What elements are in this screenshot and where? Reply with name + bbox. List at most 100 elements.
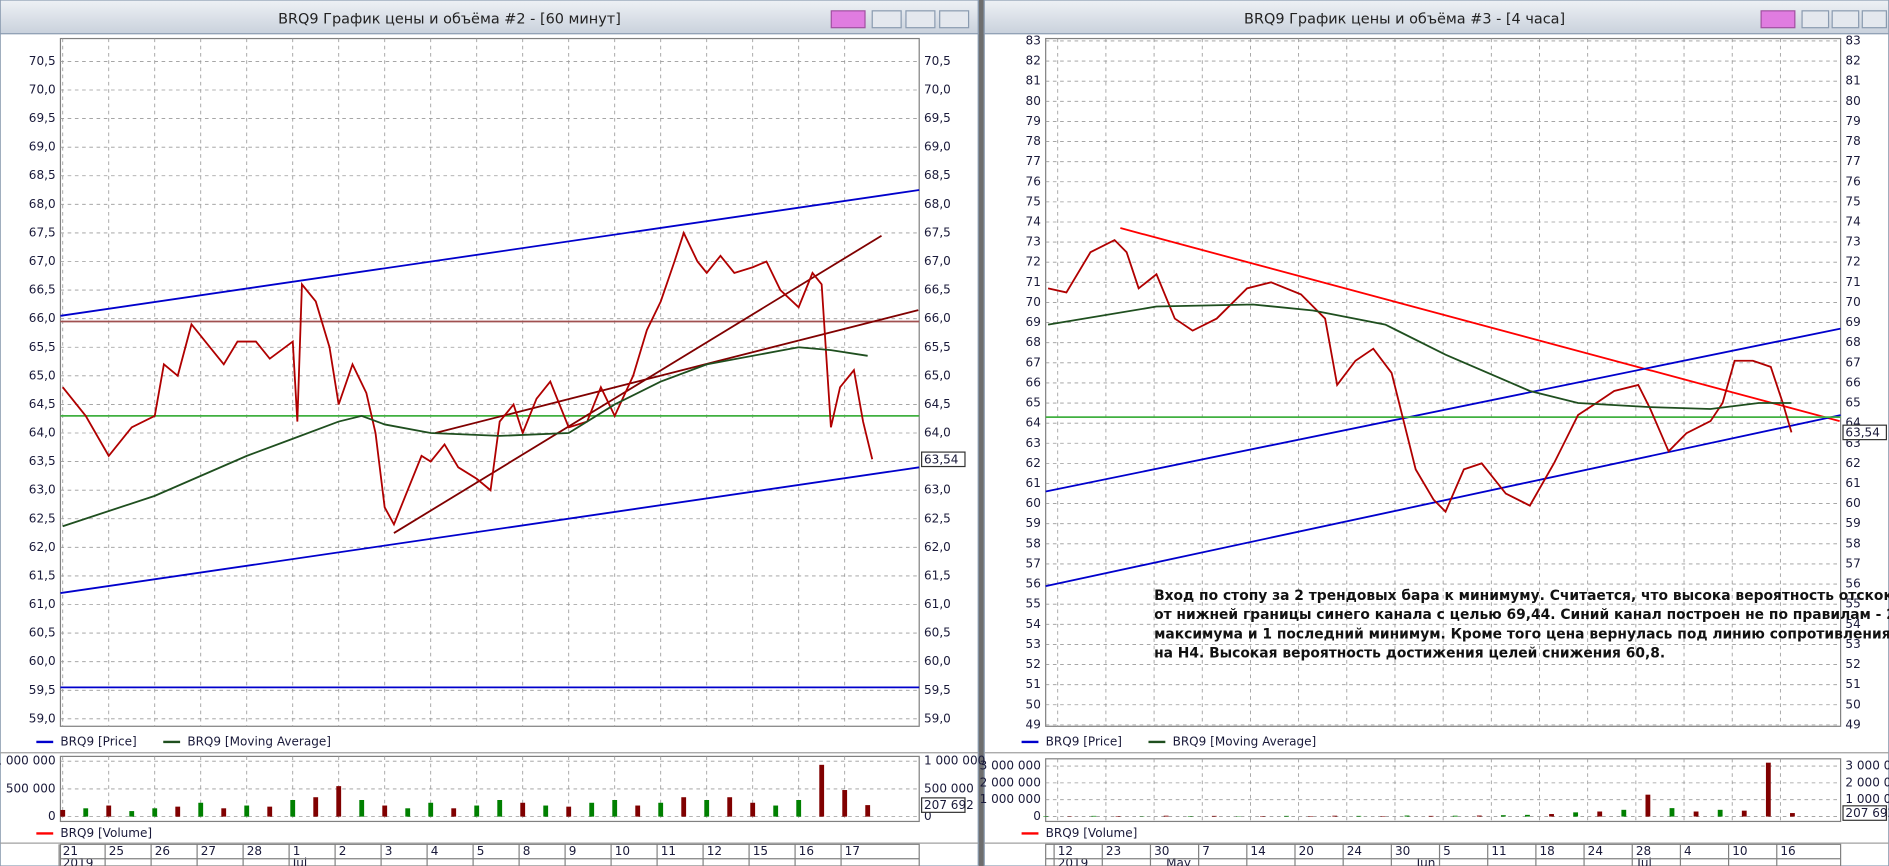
legend-label: BRQ9 [Volume] <box>60 826 152 840</box>
volume-bar <box>543 805 549 817</box>
annotation: Вход по стопу за 2 трендовых бара к мини… <box>1154 588 1889 604</box>
x-tick-label: 4 <box>1684 844 1692 858</box>
y-tick-label: 50 <box>1845 697 1860 711</box>
window: BRQ9 График цены и объёма #3 - [4 часа] <box>983 0 1889 866</box>
title-bar <box>983 0 1889 35</box>
volume-bar <box>1284 815 1289 817</box>
x-tick-label: 15 <box>753 844 768 858</box>
x-tick-label: 14 <box>1250 844 1265 858</box>
y-tick-label: 82 <box>1026 54 1041 68</box>
y-tick-label: 66 <box>1026 375 1041 389</box>
y-tick-label: 70,5 <box>29 54 56 68</box>
y-tick-label: 500 000 <box>6 781 56 795</box>
y-tick-label: 60,0 <box>29 654 56 668</box>
y-tick-label: 64,0 <box>924 426 951 440</box>
volume-bar <box>198 802 204 817</box>
x-tick-label: 10 <box>1732 844 1747 858</box>
volume-bar <box>428 802 434 817</box>
volume-bar <box>1115 816 1121 817</box>
period-label: 2019 <box>63 856 94 866</box>
minimize-button[interactable] <box>871 10 902 29</box>
volume-bar <box>60 809 66 817</box>
y-tick-label: 67 <box>1845 355 1860 369</box>
y-tick-label: 64,5 <box>29 397 56 411</box>
y-tick-label: 51 <box>1026 677 1041 691</box>
y-tick-label: 0 <box>924 809 932 823</box>
y-tick-label: 63 <box>1026 436 1041 450</box>
last-value-label: 63,54 <box>924 452 958 466</box>
y-tick-label: 75 <box>1845 194 1860 208</box>
y-tick-label: 68,5 <box>924 168 951 182</box>
y-tick-label: 65,0 <box>924 368 951 382</box>
date-row <box>1045 843 1842 866</box>
y-tick-label: 52 <box>1845 657 1860 671</box>
y-tick-label: 63,0 <box>29 483 56 497</box>
series-line <box>1047 303 1792 410</box>
x-tick-label: 16 <box>1780 844 1795 858</box>
y-tick-label: 68 <box>1026 335 1041 349</box>
y-tick-label: 60,5 <box>924 626 951 640</box>
y-tick-label: 0 <box>1033 809 1041 823</box>
close-button[interactable] <box>939 10 970 29</box>
y-tick-label: 1 000 000 <box>924 754 985 768</box>
maximize-button[interactable] <box>905 10 936 29</box>
legend-label: BRQ9 [Price] <box>1046 734 1122 748</box>
volume-bar <box>1163 815 1169 817</box>
volume-bar <box>1452 815 1458 817</box>
y-tick-label: 67,0 <box>29 254 56 268</box>
x-tick-label: 30 <box>1154 844 1169 858</box>
y-tick-label: 60 <box>1845 496 1860 510</box>
volume-bar <box>1211 815 1217 817</box>
y-tick-label: 57 <box>1845 556 1860 570</box>
y-tick-label: 65,5 <box>29 340 56 354</box>
minimize-button[interactable] <box>1801 10 1830 29</box>
y-tick-label: 77 <box>1026 154 1041 168</box>
volume-bar <box>244 805 250 817</box>
volume-bar <box>1091 815 1097 817</box>
x-tick-label: 12 <box>707 844 722 858</box>
x-tick-label: 17 <box>845 844 860 858</box>
volume-bar <box>152 808 158 817</box>
x-tick-label: 11 <box>661 844 676 858</box>
period-label: 2019 <box>1058 856 1089 866</box>
window-title: BRQ9 График цены и объёма #2 - [60 минут… <box>278 11 621 27</box>
y-tick-label: 65,5 <box>924 340 951 354</box>
y-tick-label: 69,5 <box>29 111 56 125</box>
y-tick-label: 71 <box>1845 275 1860 289</box>
y-tick-label: 62,5 <box>29 511 56 525</box>
y-tick-label: 50 <box>1026 697 1041 711</box>
y-tick-label: 73 <box>1845 235 1860 249</box>
y-tick-label: 64 <box>1026 416 1041 430</box>
y-tick-label: 62,5 <box>924 511 951 525</box>
y-tick-label: 52 <box>1026 657 1041 671</box>
y-tick-label: 63,5 <box>29 454 56 468</box>
x-tick-label: 30 <box>1395 844 1410 858</box>
y-tick-label: 70 <box>1845 295 1860 309</box>
x-tick-label: 27 <box>201 844 216 858</box>
x-tick-label: 28 <box>247 844 262 858</box>
y-tick-label: 61,0 <box>29 597 56 611</box>
y-tick-label: 2 000 000 <box>1845 775 1889 789</box>
link-button[interactable] <box>1760 10 1796 29</box>
x-tick-label: 20 <box>1299 844 1314 858</box>
volume-bar <box>1765 762 1771 817</box>
y-tick-label: 67,0 <box>924 254 951 268</box>
y-tick-label: 1 000 000 <box>0 754 56 768</box>
x-tick-label: 7 <box>1202 844 1210 858</box>
window-frame <box>983 0 1889 866</box>
volume-bar <box>1428 815 1434 817</box>
maximize-button[interactable] <box>1831 10 1860 29</box>
y-tick-label: 500 000 <box>924 781 974 795</box>
y-tick-label: 66 <box>1845 375 1860 389</box>
volume-bar <box>1573 812 1579 817</box>
trend-line <box>1045 327 1841 493</box>
y-tick-label: 61,0 <box>924 597 951 611</box>
x-tick-label: 5 <box>1443 844 1451 858</box>
volume-bar <box>1308 816 1314 817</box>
link-button[interactable] <box>830 10 866 29</box>
close-button[interactable] <box>1861 10 1887 29</box>
y-tick-label: 62 <box>1845 456 1860 470</box>
y-tick-label: 76 <box>1845 174 1860 188</box>
y-tick-label: 54 <box>1026 617 1041 631</box>
